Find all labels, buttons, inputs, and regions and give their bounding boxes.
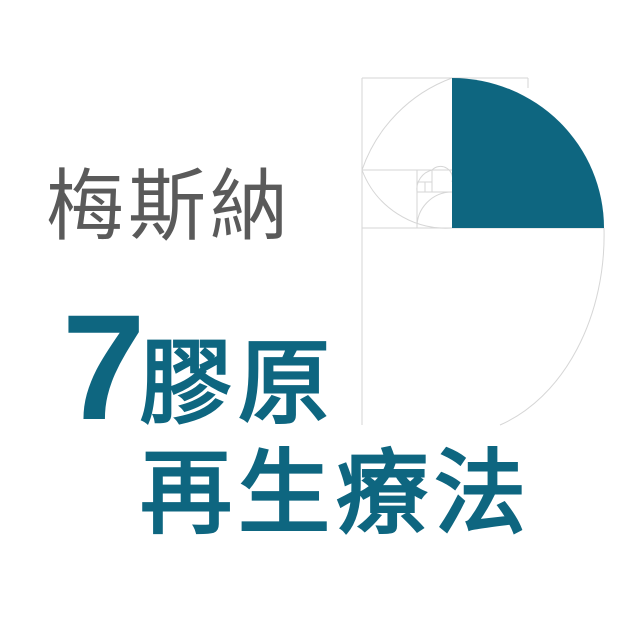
therapy-number: 7 — [62, 283, 146, 451]
tagline-collagen: 膠原 — [140, 330, 337, 437]
tagline-regeneration-therapy: 再生療法 — [140, 440, 533, 547]
brand-name: 梅斯納 — [46, 162, 293, 252]
